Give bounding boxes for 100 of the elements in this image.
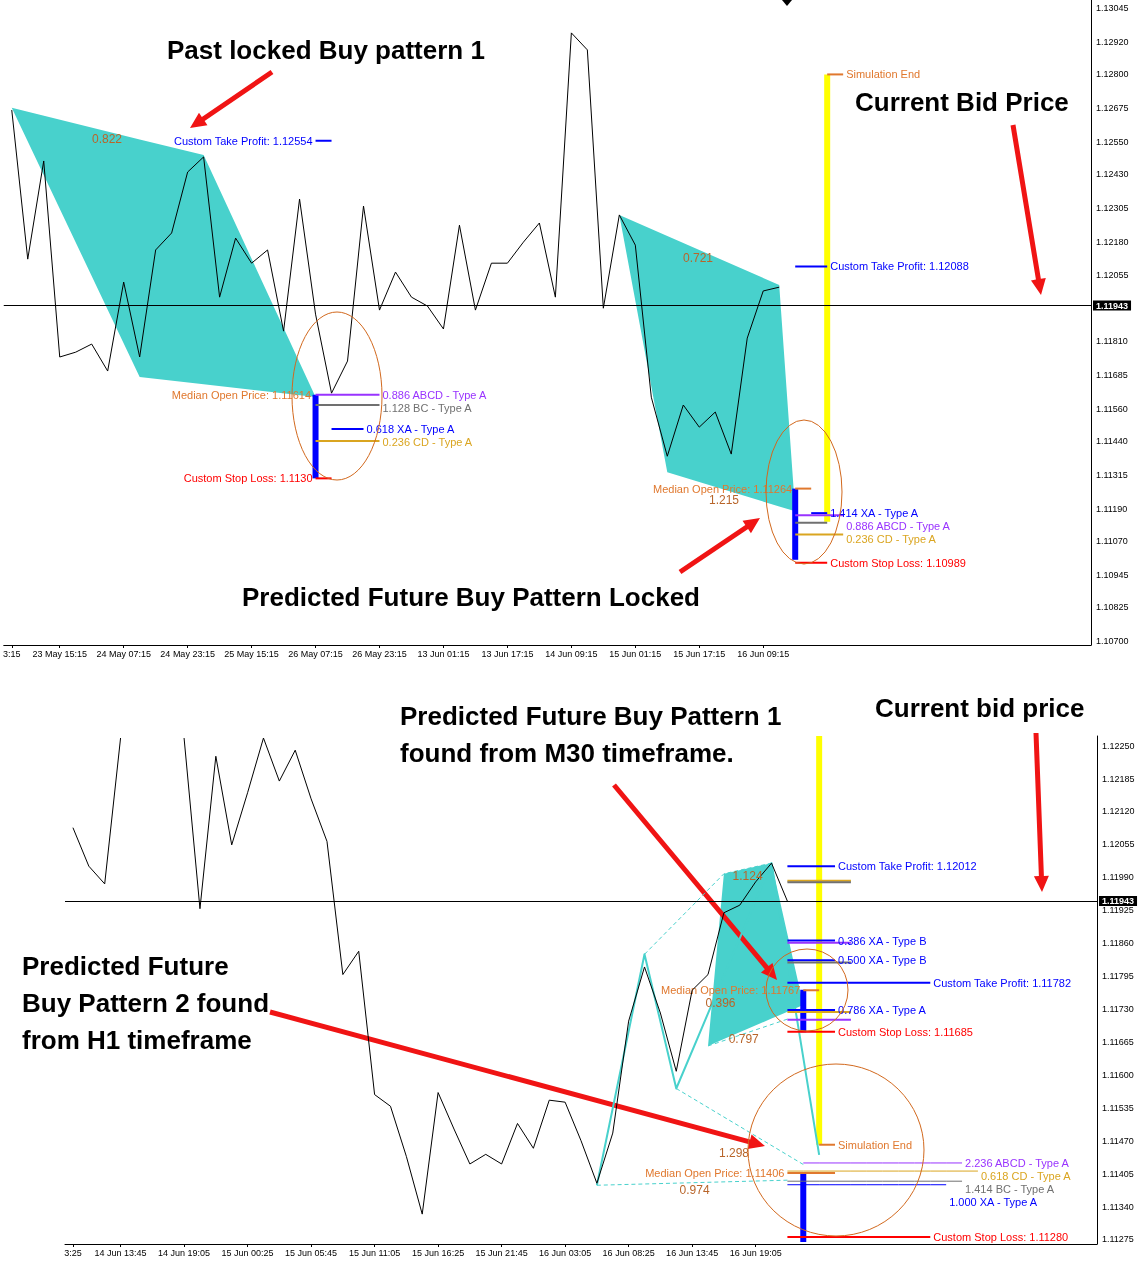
x-tick-label: 13 Jun 17:15 bbox=[481, 648, 534, 659]
ref-line-label: 1.11943 bbox=[1102, 896, 1135, 907]
y-tick-label: 1.12305 bbox=[1096, 202, 1129, 213]
y-tick-label: 1.11470 bbox=[1102, 1135, 1134, 1146]
ref-line-label: 1.11943 bbox=[1096, 300, 1129, 311]
y-tick-label: 1.12185 bbox=[1102, 773, 1135, 784]
text: Current bid price bbox=[875, 693, 1085, 723]
y-tick-label: 1.11810 bbox=[1096, 336, 1128, 347]
y-tick-label: 1.11925 bbox=[1102, 905, 1134, 916]
series-label: 1.414 BC - Type A bbox=[965, 1182, 1055, 1195]
x-tick-label: 3:25 bbox=[64, 1247, 82, 1258]
y-tick-label: 1.11795 bbox=[1102, 971, 1134, 982]
series-label: 0.886 ABCD - Type A bbox=[382, 388, 487, 401]
series-label: 0.500 XA - Type B bbox=[838, 954, 927, 967]
y-tick-label: 1.12800 bbox=[1096, 69, 1129, 80]
x-tick-label: 13 Jun 01:15 bbox=[417, 648, 470, 659]
series-label: 0.236 CD - Type A bbox=[846, 533, 937, 546]
y-tick-label: 1.11535 bbox=[1102, 1102, 1134, 1113]
series-label: Custom Take Profit: 1.11782 bbox=[933, 976, 1072, 989]
x-tick-label: 14 Jun 13:45 bbox=[94, 1247, 147, 1258]
annotation: 0.974 bbox=[679, 1182, 710, 1197]
y-tick-label: 1.12180 bbox=[1096, 236, 1129, 247]
series-label: 0.236 CD - Type A bbox=[382, 436, 473, 449]
bar bbox=[792, 488, 799, 560]
bar bbox=[824, 74, 831, 522]
x-tick-label: 15 Jun 11:05 bbox=[348, 1247, 401, 1258]
x-tick-label: 15 Jun 05:45 bbox=[285, 1247, 338, 1258]
y-tick-label: 1.12675 bbox=[1096, 103, 1129, 114]
x-tick-label: 3:15 bbox=[2, 648, 21, 659]
annotation: Current Bid Price bbox=[855, 87, 1069, 117]
y-tick-label: 1.11440 bbox=[1096, 436, 1128, 447]
x-tick-label: 15 Jun 17:15 bbox=[673, 648, 726, 659]
y-tick-label: 1.13045 bbox=[1096, 3, 1129, 14]
series-label: Median Open Price: 1.11406 bbox=[645, 1167, 785, 1180]
annotation: 0.721 bbox=[683, 250, 714, 265]
x-tick-label: 14 Jun 19:05 bbox=[158, 1247, 211, 1258]
x-tick-label: 26 May 07:15 bbox=[288, 648, 343, 659]
x-tick-label: 23 May 15:15 bbox=[32, 648, 87, 659]
series-label: Simulation End bbox=[846, 68, 921, 81]
x-tick-label: 14 Jun 09:15 bbox=[545, 648, 598, 659]
x-tick-label: 15 Jun 21:45 bbox=[475, 1247, 528, 1258]
y-tick-label: 1.10825 bbox=[1096, 601, 1129, 612]
y-tick-label: 1.12550 bbox=[1096, 136, 1129, 147]
x-tick-label: 25 May 15:15 bbox=[224, 648, 279, 659]
y-tick-label: 1.11990 bbox=[1102, 872, 1134, 883]
y-tick-label: 1.11190 bbox=[1096, 503, 1128, 514]
y-tick-label: 1.11405 bbox=[1102, 1168, 1134, 1179]
y-tick-label: 1.12120 bbox=[1102, 806, 1135, 817]
y-tick-label: 1.11860 bbox=[1102, 938, 1134, 949]
y-tick-label: 1.12430 bbox=[1096, 169, 1129, 180]
series-label: Custom Stop Loss: 1.11280 bbox=[933, 1230, 1069, 1243]
series-label: 1.128 BC - Type A bbox=[382, 401, 473, 414]
series-label: Custom Stop Loss: 1.10989 bbox=[830, 556, 966, 569]
x-tick-label: 15 Jun 01:15 bbox=[609, 648, 662, 659]
series-label: 0.786 XA - Type A bbox=[838, 1004, 927, 1017]
x-tick-label: 16 Jun 09:15 bbox=[737, 648, 790, 659]
y-tick-label: 1.11730 bbox=[1102, 1003, 1134, 1014]
series-label: 0.618 XA - Type A bbox=[366, 423, 456, 436]
annotation: Predicted Future Buy Pattern Locked bbox=[242, 582, 700, 612]
annotation: 0.797 bbox=[728, 1031, 760, 1046]
x-tick-label: 16 Jun 08:25 bbox=[602, 1247, 655, 1258]
series-label: Custom Stop Loss: 1.1130 bbox=[183, 472, 313, 485]
series-label: 2.236 ABCD - Type A bbox=[965, 1156, 1070, 1169]
x-tick-label: 24 May 07:15 bbox=[96, 648, 151, 659]
series-label: 0.618 CD - Type A bbox=[980, 1169, 1072, 1182]
y-tick-label: 1.11315 bbox=[1096, 469, 1128, 480]
annotation: 1.215 bbox=[709, 493, 740, 508]
y-tick-label: 1.12920 bbox=[1096, 37, 1129, 48]
x-tick-label: 26 May 23:15 bbox=[352, 648, 407, 659]
series-label: Custom Take Profit: 1.12012 bbox=[838, 860, 977, 873]
series-label: 1.000 XA - Type A bbox=[949, 1195, 1038, 1208]
annotation: Predicted Future Buy Pattern 1 found from M30 timeframe. bbox=[400, 701, 782, 768]
bar bbox=[312, 394, 319, 479]
y-tick-label: 1.11275 bbox=[1102, 1234, 1134, 1245]
y-tick-label: 1.12055 bbox=[1102, 839, 1135, 850]
series-label: 1.414 XA - Type A bbox=[830, 507, 919, 520]
x-tick-label: 15 Jun 16:25 bbox=[412, 1247, 465, 1258]
series-label: Custom Take Profit: 1.12554 bbox=[173, 134, 313, 147]
y-tick-label: 1.10945 bbox=[1096, 569, 1129, 580]
y-tick-label: 1.11665 bbox=[1102, 1036, 1134, 1047]
x-tick-label: 16 Jun 03:05 bbox=[539, 1247, 592, 1258]
x-tick-label: 16 Jun 13:45 bbox=[666, 1247, 719, 1258]
annotation: 0.822 bbox=[92, 132, 123, 146]
annotation: 1.298 bbox=[719, 1146, 750, 1160]
x-tick-label: 24 May 23:15 bbox=[160, 648, 215, 659]
series-label: Custom Take Profit: 1.12088 bbox=[830, 260, 969, 273]
annotation: Predicted Future Buy Pattern 2 found from H1 timeframe bbox=[22, 951, 270, 1055]
series-label: 0.886 ABCD - Type A bbox=[846, 520, 951, 533]
x-tick-label: 15 Jun 00:25 bbox=[221, 1247, 274, 1258]
x-tick-label: 16 Jun 19:05 bbox=[729, 1247, 782, 1258]
y-tick-label: 1.12055 bbox=[1096, 270, 1129, 281]
y-tick-label: 1.10700 bbox=[1096, 635, 1129, 646]
y-tick-label: 1.11070 bbox=[1096, 535, 1128, 546]
series-label: Simulation End bbox=[838, 1138, 913, 1151]
y-tick-label: 1.11560 bbox=[1096, 403, 1128, 414]
y-tick-label: 1.12250 bbox=[1102, 740, 1135, 751]
y-tick-label: 1.11340 bbox=[1102, 1201, 1134, 1212]
y-tick-label: 1.11685 bbox=[1096, 370, 1128, 381]
y-tick-label: 1.11600 bbox=[1102, 1069, 1134, 1080]
annotation: Past locked Buy pattern 1 bbox=[167, 35, 485, 65]
